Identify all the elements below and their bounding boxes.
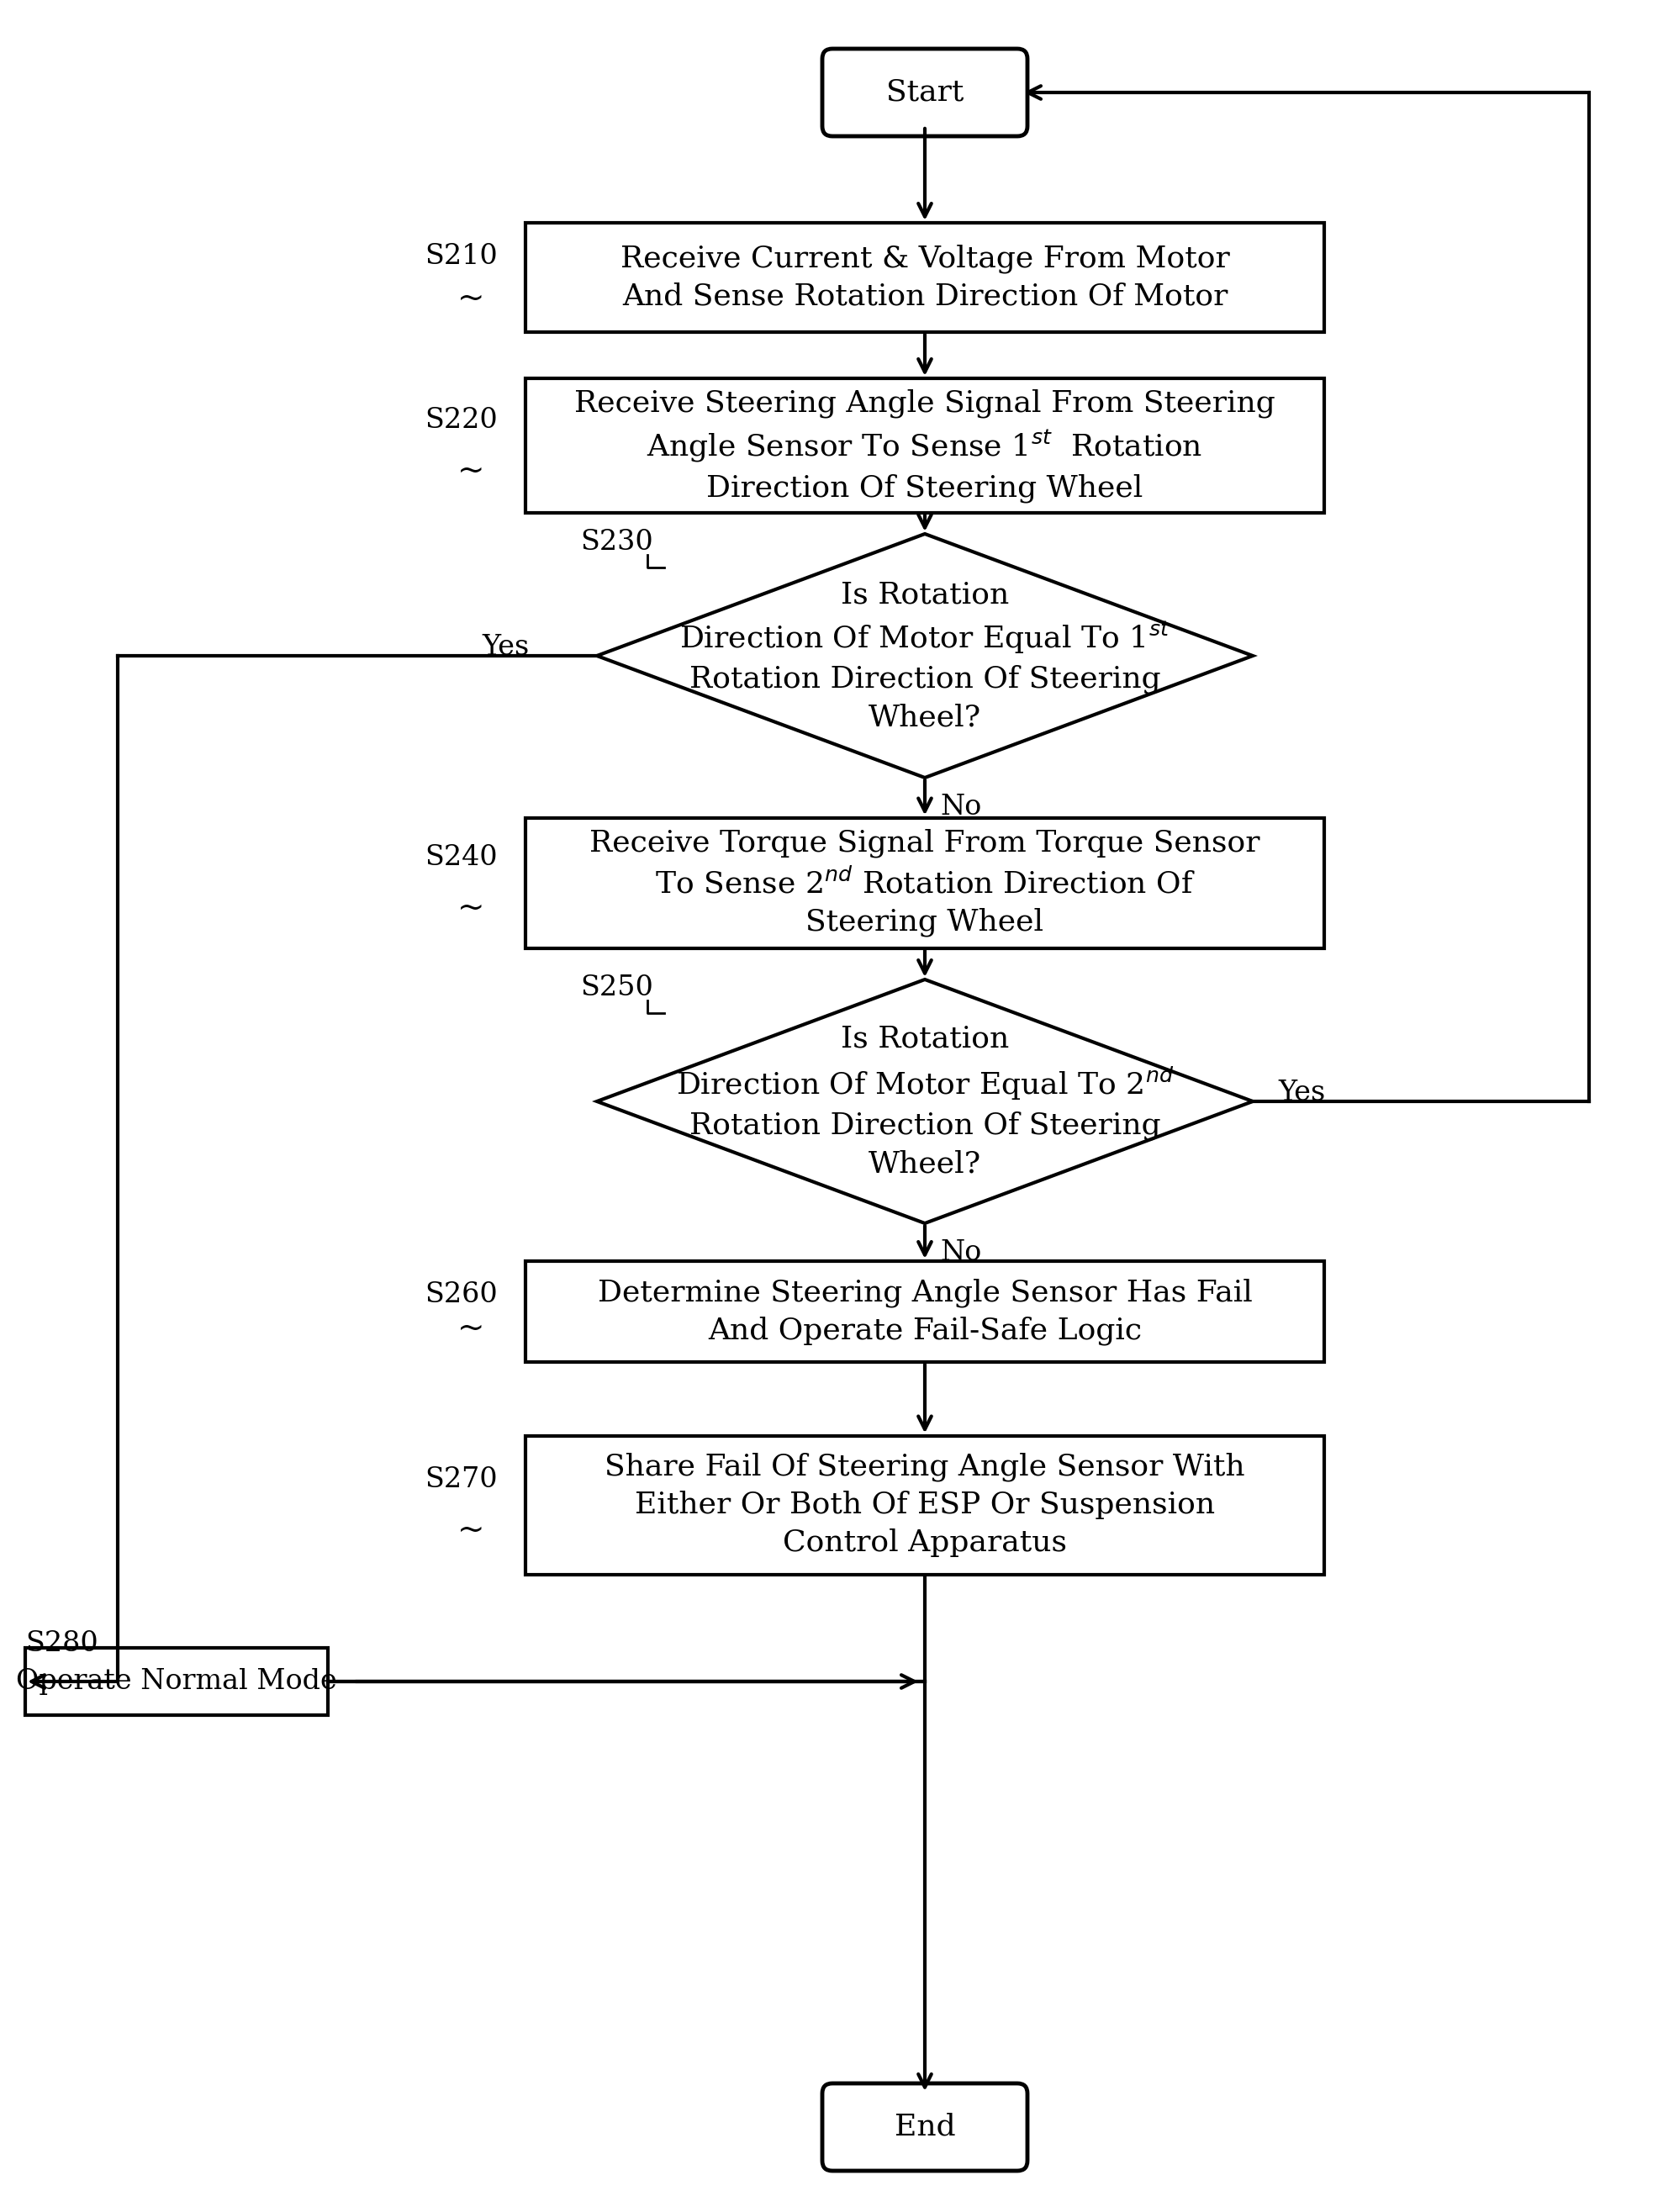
Bar [526, 378, 1325, 513]
Text: Yes: Yes [482, 635, 529, 661]
Text: Determine Steering Angle Sensor Has Fail
And Operate Fail-Safe Logic: Determine Steering Angle Sensor Has Fail… [597, 1279, 1252, 1345]
Text: Operate Normal Mode: Operate Normal Mode [17, 1668, 337, 1694]
Text: Is Rotation
Direction Of Motor Equal To 2$^{nd}$
Rotation Direction Of Steering
: Is Rotation Direction Of Motor Equal To … [676, 1024, 1174, 1179]
Text: S230: S230 [580, 529, 653, 555]
Text: Yes: Yes [1278, 1079, 1325, 1106]
Bar [25, 1648, 328, 1714]
Text: End: End [894, 2112, 955, 2141]
Text: S210: S210 [424, 243, 497, 270]
Text: ~: ~ [458, 1314, 484, 1345]
Text: S240: S240 [424, 845, 497, 872]
Text: ~: ~ [458, 1515, 484, 1546]
Text: ~: ~ [458, 456, 484, 487]
Bar [526, 818, 1325, 949]
Text: Receive Current & Voltage From Motor
And Sense Rotation Direction Of Motor: Receive Current & Voltage From Motor And… [620, 243, 1230, 310]
Bar [526, 1436, 1325, 1575]
Text: S280: S280 [25, 1630, 98, 1657]
Text: Is Rotation
Direction Of Motor Equal To 1$^{st}$
Rotation Direction Of Steering
: Is Rotation Direction Of Motor Equal To … [680, 580, 1171, 732]
Text: S260: S260 [424, 1281, 497, 1307]
Bar [526, 223, 1325, 332]
Text: Share Fail Of Steering Angle Sensor With
Either Or Both Of ESP Or Suspension
Con: Share Fail Of Steering Angle Sensor With… [605, 1453, 1245, 1557]
Text: Start: Start [885, 77, 963, 106]
Polygon shape [597, 533, 1253, 779]
Text: Receive Steering Angle Signal From Steering
Angle Sensor To Sense 1$^{st}$  Rota: Receive Steering Angle Signal From Steer… [574, 389, 1275, 502]
Bar [526, 1261, 1325, 1363]
FancyBboxPatch shape [822, 2084, 1028, 2170]
Text: Receive Torque Signal From Torque Sensor
To Sense 2$^{nd}$ Rotation Direction Of: Receive Torque Signal From Torque Sensor… [590, 830, 1260, 938]
Text: No: No [940, 1239, 982, 1265]
Text: ~: ~ [458, 891, 484, 925]
FancyBboxPatch shape [822, 49, 1028, 137]
Text: S220: S220 [424, 407, 497, 434]
Text: S250: S250 [580, 975, 653, 1002]
Text: ~: ~ [458, 283, 484, 314]
Polygon shape [597, 980, 1253, 1223]
Text: No: No [940, 794, 982, 821]
Text: S270: S270 [424, 1467, 497, 1493]
